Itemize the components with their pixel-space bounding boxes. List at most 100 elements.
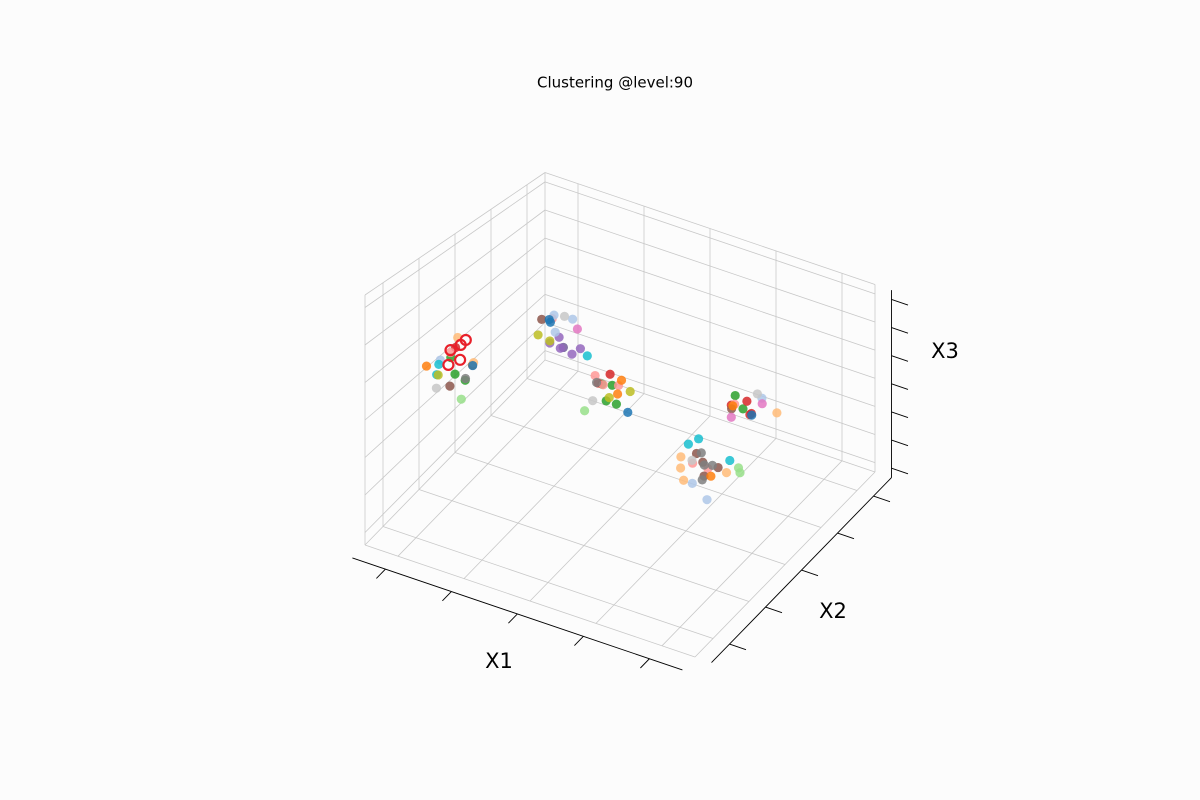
data-point <box>572 324 583 334</box>
grid-line <box>364 237 546 383</box>
data-point <box>558 342 568 353</box>
data-point <box>468 360 478 371</box>
data-point <box>592 377 602 388</box>
grid-line <box>364 209 546 346</box>
data-point <box>421 361 432 371</box>
data-point <box>683 439 694 449</box>
data-point <box>582 351 592 361</box>
data-point <box>725 455 735 466</box>
data-point <box>728 401 738 411</box>
data-point <box>559 311 570 321</box>
data-point <box>545 336 555 346</box>
x-axis-label: X1 <box>485 649 513 673</box>
grid-line <box>454 452 786 565</box>
z-tick <box>891 355 909 362</box>
y-axis-label: X2 <box>819 599 847 623</box>
y-tick <box>837 532 855 540</box>
data-point <box>679 475 689 485</box>
data-point <box>696 448 706 458</box>
data-point <box>434 359 444 370</box>
z-tick <box>891 383 909 390</box>
x-tick <box>376 568 386 579</box>
grid-line <box>544 209 876 323</box>
data-point <box>588 396 598 406</box>
data-point <box>604 393 614 403</box>
z-tick <box>891 439 909 447</box>
data-point <box>611 399 622 409</box>
data-point <box>623 407 633 417</box>
data-point <box>687 455 697 465</box>
data-point <box>459 333 472 347</box>
grid-line <box>364 350 546 533</box>
data-point <box>444 344 457 357</box>
data-point <box>742 396 752 406</box>
data-point <box>721 468 732 478</box>
grid-line <box>418 489 750 602</box>
x-tick <box>442 591 452 602</box>
data-point <box>676 452 686 462</box>
data-point <box>568 314 578 324</box>
grid-line <box>364 322 546 496</box>
z-tick <box>891 411 909 419</box>
x-tick <box>508 613 518 624</box>
x-tick <box>640 658 650 669</box>
y-tick <box>873 495 891 503</box>
z-tick <box>891 327 909 334</box>
data-point <box>454 353 467 366</box>
grid-line <box>544 237 876 351</box>
data-point <box>545 317 556 327</box>
data-point <box>699 460 709 470</box>
data-point <box>706 471 716 481</box>
data-point <box>735 468 745 478</box>
y-tick <box>765 606 783 614</box>
data-point <box>431 383 441 393</box>
data-point <box>738 404 748 414</box>
chart-title: Clustering @level:90 <box>537 74 693 92</box>
data-point <box>442 358 455 371</box>
grid-line <box>544 293 876 407</box>
data-point <box>697 475 707 485</box>
data-point <box>433 370 443 380</box>
grid-line <box>490 415 822 528</box>
y-tick <box>801 569 819 577</box>
grid-line <box>544 350 876 464</box>
data-point <box>445 381 455 391</box>
data-point <box>605 369 615 379</box>
data-point <box>456 394 466 404</box>
data-point <box>613 389 623 399</box>
data-point <box>616 375 627 385</box>
data-point <box>575 344 586 354</box>
data-point <box>625 386 635 397</box>
z-tick <box>891 467 909 475</box>
data-point <box>533 330 543 340</box>
data-point <box>772 408 782 418</box>
data-point <box>537 314 547 324</box>
grid-line <box>526 378 858 491</box>
data-point <box>707 460 718 470</box>
data-point <box>747 410 757 420</box>
grid-line <box>544 322 876 435</box>
z-axis-label: X3 <box>931 339 959 363</box>
data-point <box>694 434 704 444</box>
grid-line <box>544 265 876 379</box>
grid-line <box>544 181 876 295</box>
data-point <box>567 349 577 359</box>
data-point <box>590 370 600 381</box>
data-point <box>580 406 590 416</box>
data-point <box>757 399 767 409</box>
z-tick <box>891 299 909 306</box>
data-point <box>752 389 763 399</box>
data-point <box>676 463 686 473</box>
data-point <box>687 478 697 488</box>
x-tick <box>574 636 584 646</box>
data-point <box>460 373 471 384</box>
data-point <box>550 327 560 337</box>
data-point <box>730 390 740 401</box>
grid-line <box>364 181 546 308</box>
y-tick <box>729 643 747 651</box>
grid-line <box>382 526 714 639</box>
data-point <box>702 495 712 505</box>
data-point <box>726 412 736 422</box>
